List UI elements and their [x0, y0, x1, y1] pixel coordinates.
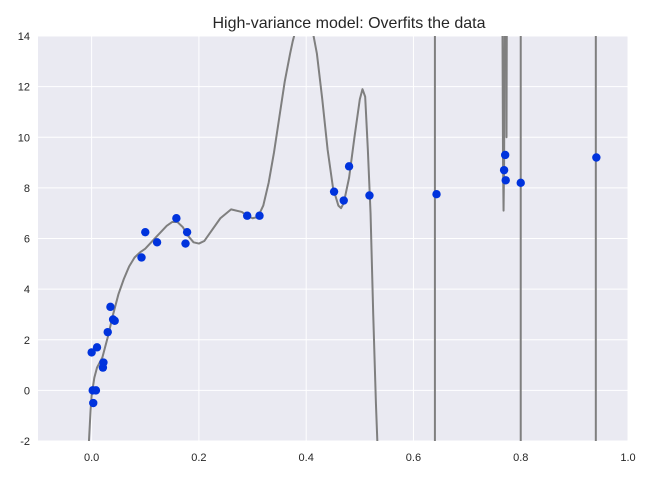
- data-point: [172, 214, 181, 223]
- data-point: [516, 178, 525, 188]
- data-point: [137, 253, 146, 262]
- x-tick-label: 0.0: [84, 452, 99, 464]
- y-tick-label: 14: [18, 31, 30, 43]
- fitted-curve-line: [501, 36, 506, 212]
- y-tick-label: 10: [18, 132, 30, 144]
- data-point: [92, 343, 102, 352]
- data-point: [181, 239, 190, 248]
- y-tick-label: 4: [24, 284, 30, 296]
- gridlines: [38, 35, 629, 442]
- data-point: [89, 398, 98, 408]
- chart-title: High-variance model: Overfits the data: [212, 15, 485, 32]
- data-point: [499, 165, 509, 175]
- x-tick-label: 0.8: [513, 452, 528, 464]
- data-point: [255, 211, 264, 220]
- data-points-group: [87, 150, 601, 408]
- data-point: [339, 196, 348, 205]
- data-point: [106, 302, 115, 312]
- y-axis-ticks: -2 0 2 4 6 8 10 12 14: [18, 31, 30, 448]
- x-tick-label: 0.4: [299, 452, 314, 464]
- fitted-curve-group: [87, 36, 597, 441]
- data-point: [182, 227, 192, 237]
- data-point: [344, 162, 354, 171]
- data-point: [592, 153, 601, 162]
- x-tick-label: 1.0: [620, 452, 635, 464]
- data-point: [432, 190, 441, 199]
- data-point: [242, 211, 252, 220]
- data-point: [91, 386, 101, 395]
- data-point: [110, 316, 119, 325]
- x-tick-label: 0.2: [191, 452, 206, 464]
- y-tick-label: 12: [18, 82, 30, 94]
- data-point: [501, 176, 510, 185]
- data-point: [500, 150, 510, 160]
- x-axis-ticks: 0.0 0.2 0.4 0.6 0.8 1.0: [84, 452, 636, 464]
- x-tick-label: 0.6: [406, 452, 421, 464]
- y-tick-label: 0: [24, 385, 30, 397]
- y-tick-label: 6: [24, 234, 30, 246]
- data-point: [141, 227, 150, 237]
- y-tick-label: 2: [24, 335, 30, 347]
- data-point: [99, 358, 108, 367]
- y-tick-label: 8: [24, 183, 30, 195]
- data-point: [87, 348, 96, 357]
- data-point: [329, 187, 339, 196]
- y-tick-label: -2: [20, 436, 30, 448]
- data-point: [365, 191, 374, 200]
- fitted-curve-line: [505, 36, 508, 139]
- data-point: [103, 327, 112, 337]
- data-point: [152, 238, 162, 247]
